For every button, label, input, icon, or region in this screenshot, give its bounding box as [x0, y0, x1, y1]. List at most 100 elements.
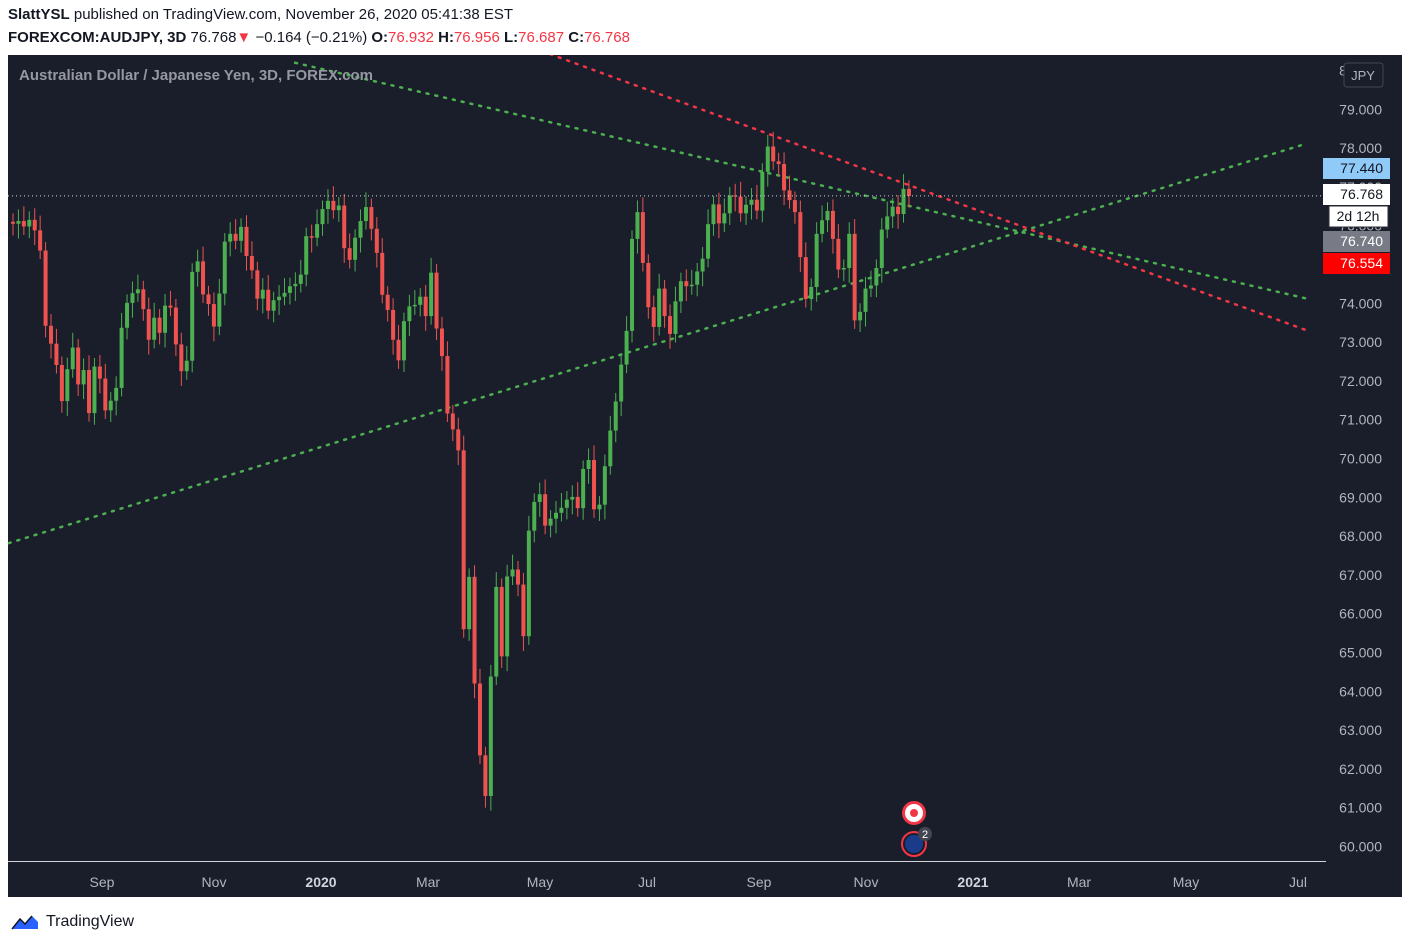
- candle-body: [320, 209, 325, 225]
- candle-body: [282, 292, 287, 297]
- candle-body: [385, 294, 390, 310]
- x-tick-label: Jul: [638, 874, 656, 890]
- x-tick-label: Jul: [1289, 874, 1307, 890]
- trendline-red[interactable]: [542, 51, 1309, 332]
- x-tick-label: 2021: [957, 874, 988, 890]
- candle-body: [54, 343, 59, 365]
- trendline-green[interactable]: [0, 142, 1309, 545]
- candle-body: [114, 387, 119, 401]
- high-value: 76.956: [453, 29, 500, 46]
- candle-body: [201, 261, 206, 295]
- candle-body: [890, 206, 895, 217]
- candle-body: [472, 576, 477, 684]
- candle-body: [608, 430, 613, 467]
- y-tick-label: 64.000: [1339, 683, 1382, 699]
- candle-body: [586, 460, 591, 469]
- candle-body: [298, 274, 303, 284]
- candle-body: [841, 267, 846, 270]
- open-label: O:: [371, 29, 389, 46]
- candle-body: [21, 221, 26, 227]
- candle-body: [554, 512, 558, 519]
- candle-body: [537, 494, 542, 502]
- time-axis[interactable]: [8, 861, 1402, 897]
- chart-pane[interactable]: [8, 55, 1326, 861]
- candle-body: [668, 316, 673, 334]
- candle-body: [754, 199, 759, 211]
- candle-body: [418, 296, 423, 305]
- x-tick-label: Sep: [90, 874, 115, 890]
- candle-body: [233, 233, 238, 241]
- candle-body: [353, 237, 358, 260]
- candle-body: [32, 219, 37, 231]
- candle-body: [727, 195, 732, 214]
- candle-body: [765, 146, 770, 172]
- x-tick-label: Nov: [854, 874, 879, 890]
- y-tick-label: 62.000: [1339, 761, 1382, 777]
- candle-body: [575, 496, 580, 509]
- candle-body: [488, 676, 493, 797]
- candle-body: [222, 241, 227, 294]
- y-tick-label: 74.000: [1339, 295, 1382, 311]
- x-tick-label: May: [527, 874, 553, 890]
- y-tick-label: 60.000: [1339, 839, 1382, 855]
- candle-body: [760, 171, 765, 211]
- candle-body: [559, 507, 564, 513]
- candle-body: [695, 271, 700, 285]
- candle-body: [906, 188, 911, 196]
- candle-body: [651, 307, 656, 327]
- candle-body: [190, 271, 195, 361]
- candle-body: [483, 755, 488, 797]
- candle-body: [532, 501, 537, 531]
- candle-body: [592, 460, 597, 510]
- candle-body: [814, 233, 819, 288]
- author-name[interactable]: SlattYSL: [8, 6, 70, 23]
- candle-body: [798, 212, 803, 258]
- candle-body: [657, 288, 662, 327]
- candle-body: [515, 569, 520, 585]
- price-label-text: 76.740: [1340, 233, 1383, 249]
- candle-body: [673, 301, 678, 334]
- candle-body: [570, 496, 575, 500]
- candle-body: [217, 293, 222, 327]
- x-tick-label: 2020: [305, 874, 336, 890]
- y-tick-label: 71.000: [1339, 412, 1382, 428]
- candle-body: [749, 199, 754, 205]
- candle-body: [640, 212, 645, 263]
- candle-body: [358, 221, 363, 238]
- candle-body: [249, 255, 254, 271]
- candle-body: [868, 285, 873, 289]
- candle-body: [195, 261, 200, 272]
- candle-body: [108, 400, 113, 411]
- candle-body: [412, 304, 417, 307]
- candle-body: [255, 270, 260, 299]
- candle-body: [776, 161, 781, 165]
- x-tick-label: Mar: [416, 874, 440, 890]
- candle-body: [87, 370, 92, 414]
- x-tick-label: Nov: [202, 874, 227, 890]
- candle-body: [163, 305, 168, 333]
- y-tick-label: 72.000: [1339, 373, 1382, 389]
- currency-badge[interactable]: [1343, 62, 1384, 88]
- australia-flag-icon[interactable]: [901, 831, 927, 857]
- down-arrow-icon: ▼: [236, 29, 252, 46]
- candle-body: [65, 369, 70, 402]
- candle-body: [505, 576, 510, 657]
- x-axis-ticks: Sep Nov 2020 Mar May Jul Sep Nov 2021 Mar May Jul: [90, 874, 1307, 890]
- brand-name: TradingView: [46, 913, 135, 930]
- candle-body: [173, 307, 178, 345]
- candle-body: [304, 236, 309, 275]
- y-tick-label: 63.000: [1339, 722, 1382, 738]
- y-tick-label: 69.000: [1339, 489, 1382, 505]
- currency-badge-text: JPY: [1351, 68, 1375, 83]
- candle-body: [635, 212, 640, 239]
- candle-body: [179, 344, 184, 372]
- candle-body: [597, 504, 602, 510]
- candle-body: [543, 494, 548, 526]
- candle-body: [477, 683, 482, 756]
- trendline-green[interactable]: [293, 61, 1309, 300]
- candle-body: [733, 195, 738, 197]
- candle-body: [771, 146, 776, 162]
- candle-body: [92, 366, 97, 414]
- candle-body: [97, 366, 102, 379]
